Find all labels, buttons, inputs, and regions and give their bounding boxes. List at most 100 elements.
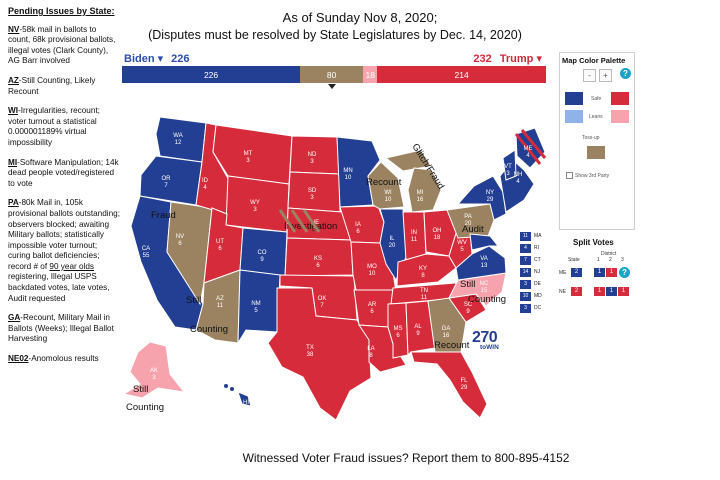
- small-state-ev[interactable]: 11: [520, 232, 531, 241]
- palette-leans-label: Leans: [589, 114, 603, 120]
- state-label-abbr: TN: [420, 288, 428, 294]
- annotation-still-counting-az: Still: [186, 295, 201, 306]
- state-md-area[interactable]: [469, 233, 500, 251]
- state-label-ev: 7: [164, 183, 168, 189]
- state-pa[interactable]: [446, 203, 495, 239]
- state-label-ev: 6: [316, 263, 320, 269]
- state-ga[interactable]: [427, 297, 467, 353]
- swatch-safe-rep[interactable]: [611, 92, 629, 105]
- annotation-still-counting-az: Counting: [190, 324, 228, 335]
- state-mi-up[interactable]: [384, 149, 432, 172]
- state-fl[interactable]: [410, 351, 488, 419]
- issue-ga: GA-Recount, Military Mail in Ballots (We…: [8, 313, 114, 344]
- state-al[interactable]: [405, 300, 436, 357]
- ne-d3-box[interactable]: 1: [618, 287, 629, 296]
- state-wi[interactable]: [367, 161, 405, 210]
- state-label-ev: 3: [310, 159, 314, 165]
- checkbox-icon[interactable]: [566, 172, 573, 179]
- bar-lean-trump: 18: [363, 66, 378, 83]
- small-state-ev[interactable]: 7: [520, 256, 531, 265]
- state-label-ev: 29: [461, 385, 468, 391]
- state-label-abbr: AZ: [216, 296, 224, 302]
- split-district-col: District: [601, 251, 617, 257]
- small-state-ev[interactable]: 3: [520, 304, 531, 313]
- swatch-lean-rep[interactable]: [611, 110, 629, 123]
- state-label-ev: 7: [320, 303, 324, 309]
- me-state-box[interactable]: 2: [571, 268, 582, 277]
- small-state-ev[interactable]: 10: [520, 292, 531, 301]
- state-or[interactable]: [139, 155, 203, 206]
- state-label-ev: 29: [487, 197, 494, 203]
- swatch-lean-dem[interactable]: [565, 110, 583, 123]
- me-d2-box[interactable]: 1: [606, 268, 617, 277]
- state-label-ev: 3: [253, 207, 257, 213]
- state-label-abbr: VT: [504, 164, 512, 170]
- state-label-ev: 12: [175, 140, 182, 146]
- bar-tossup: 80: [300, 66, 364, 83]
- state-label-abbr: OR: [162, 176, 172, 182]
- issue-nv: NV-58k mail in ballots to count, 68k pro…: [8, 24, 116, 66]
- me-d1-box[interactable]: 1: [594, 268, 605, 277]
- palette-plus-button[interactable]: +: [599, 69, 612, 82]
- trump-tally[interactable]: 232 Trump ▾: [473, 52, 542, 65]
- state-label-ev: 18: [434, 235, 441, 241]
- chevron-down-icon: ▾: [157, 53, 164, 65]
- state-label-ev: 9: [416, 331, 420, 337]
- help-icon[interactable]: ?: [620, 68, 631, 79]
- report-fraud-footer: Witnessed Voter Fraud issues? Report the…: [242, 451, 570, 465]
- state-label-abbr: WA: [173, 133, 182, 139]
- state-label-ev: 5: [254, 308, 258, 314]
- small-state-ev[interactable]: 4: [520, 244, 531, 253]
- annotation-hatch: [302, 209, 321, 233]
- swatch-safe-dem[interactable]: [565, 92, 583, 105]
- ne-state-box[interactable]: 2: [571, 287, 582, 296]
- logo-suffix: toWIN: [480, 344, 499, 351]
- state-label-abbr: IN: [411, 230, 417, 236]
- annotation-recount-mi: Recount: [366, 177, 402, 188]
- state-label-ev: 11: [421, 295, 428, 301]
- state-nm[interactable]: [237, 269, 281, 345]
- state-label-ev: 10: [385, 197, 392, 203]
- state-in[interactable]: [402, 211, 427, 261]
- state-label-ev: 10: [345, 175, 352, 181]
- state-vt-nh[interactable]: [502, 149, 517, 181]
- state-label-ev: 20: [465, 221, 472, 227]
- split-me-label: ME: [559, 270, 567, 276]
- state-label-abbr: NM: [251, 301, 260, 307]
- help-icon[interactable]: ?: [619, 267, 630, 278]
- state-label-abbr: AR: [368, 302, 377, 308]
- small-state-ev[interactable]: 3: [520, 280, 531, 289]
- state-mi[interactable]: [407, 167, 442, 213]
- state-label-ev: 6: [396, 333, 400, 339]
- ne-d2-box[interactable]: 1: [606, 287, 617, 296]
- map-color-palette: Map Color Palette - + ? Safe Leans Toss-…: [559, 52, 635, 230]
- ne-d1-box[interactable]: 1: [594, 287, 605, 296]
- state-label-ev: 16: [443, 333, 450, 339]
- district-3-label: 3: [621, 257, 624, 263]
- state-label-ev: 15: [481, 288, 488, 294]
- state-hi[interactable]: [237, 391, 252, 407]
- small-state-abbr: MD: [534, 293, 542, 299]
- trump-name: Trump: [499, 53, 534, 65]
- small-state-ev[interactable]: 14: [520, 268, 531, 277]
- biden-tally[interactable]: Biden ▾ 226: [124, 52, 190, 65]
- state-label-abbr: IA: [355, 222, 361, 228]
- state-label-ev: 20: [389, 243, 396, 249]
- state-tx[interactable]: [267, 287, 372, 421]
- small-state-abbr: NJ: [534, 269, 541, 275]
- state-label-abbr: NH: [514, 172, 523, 178]
- bar-safe-trump: 214: [377, 66, 546, 83]
- state-label-abbr: PA: [464, 214, 472, 220]
- state-label-ev: 6: [178, 241, 182, 247]
- state-label-ev: 3: [310, 195, 314, 201]
- palette-minus-button[interactable]: -: [583, 69, 596, 82]
- biden-total: 226: [171, 53, 190, 65]
- electoral-vote-bar: 226 80 18 214: [122, 66, 546, 83]
- district-2-label: 2: [609, 257, 612, 263]
- state-hi-island: [230, 387, 234, 391]
- show-3rd-party-checkbox[interactable]: Show 3rd Party: [566, 172, 609, 179]
- state-ak[interactable]: [122, 341, 186, 399]
- swatch-tossup[interactable]: [587, 146, 605, 159]
- state-label-abbr: NE: [311, 220, 319, 226]
- split-votes-panel: Split Votes State District 1 2 3 ME 2 1 …: [556, 238, 666, 296]
